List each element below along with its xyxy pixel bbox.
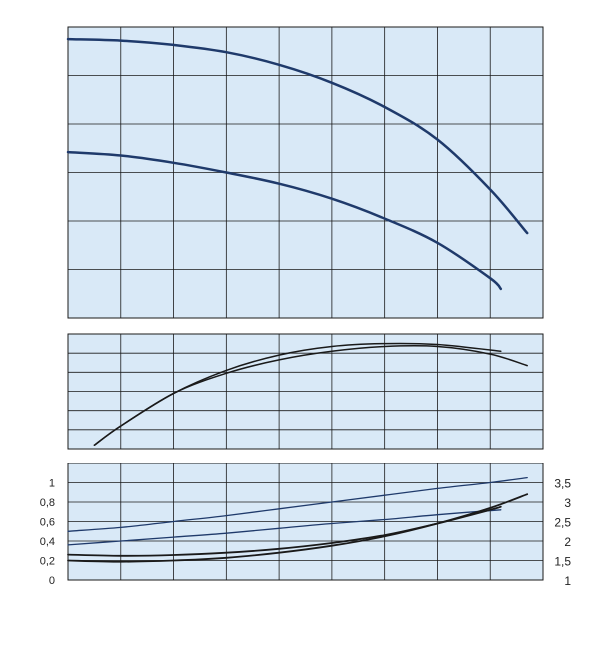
y2-tick-label-npsh: 3	[564, 496, 571, 510]
y2-tick-label-npsh: 1	[564, 574, 571, 588]
y-tick-label-power: 0,8	[40, 497, 55, 509]
y2-tick-label-npsh: 1,5	[554, 555, 571, 569]
y-tick-label-power: 0,2	[40, 556, 55, 568]
y2-tick-label-npsh: 2,5	[554, 516, 571, 530]
y2-tick-label-npsh: 3,5	[554, 477, 571, 491]
watermark-strip	[60, 450, 600, 463]
y-tick-label-power: 0	[49, 575, 55, 587]
y-tick-label-power: 1	[49, 478, 55, 490]
y-tick-label-power: 0,4	[40, 536, 55, 548]
y-tick-label-power: 0,6	[40, 517, 55, 529]
y2-tick-label-npsh: 2	[564, 535, 571, 549]
